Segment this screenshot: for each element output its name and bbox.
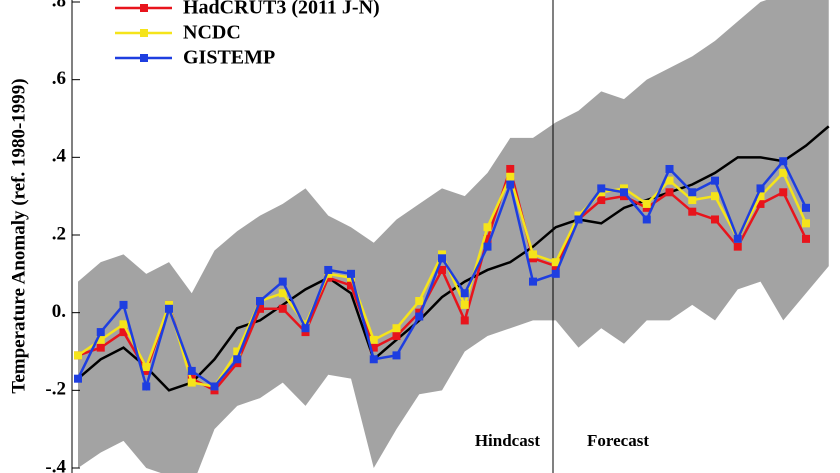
series-marker [529, 250, 537, 259]
series-marker [779, 188, 788, 197]
legend-label: HadCRUT3 (2011 J-N) [183, 0, 380, 19]
series-marker [483, 223, 492, 232]
series-marker [233, 355, 242, 364]
legend-marker [140, 4, 148, 12]
legend-label: GISTEMP [183, 47, 275, 69]
series-marker [142, 382, 151, 391]
series-marker [597, 196, 606, 205]
series-marker [597, 184, 606, 193]
series-marker [74, 374, 82, 383]
series-marker [278, 289, 287, 298]
annotation: Hindcast [475, 431, 541, 450]
series-marker [347, 269, 355, 278]
series-marker [711, 215, 719, 224]
series-marker [551, 258, 560, 267]
series-marker [756, 192, 765, 201]
series-marker [483, 234, 492, 243]
series-marker [642, 215, 651, 224]
series-marker [392, 324, 401, 333]
legend-label: NCDC [183, 22, 241, 44]
series-marker [802, 234, 810, 243]
series-marker [642, 199, 651, 208]
series-marker [529, 277, 537, 286]
series-marker [665, 188, 674, 197]
series-marker [96, 343, 105, 352]
series-marker [665, 164, 674, 173]
series-marker [233, 347, 242, 356]
series-marker [119, 320, 128, 329]
series-marker [438, 254, 446, 263]
y-tick-label: .8 [52, 0, 66, 11]
series-marker [415, 297, 424, 306]
spread-band [78, 0, 829, 473]
series-marker [347, 281, 355, 290]
series-marker [711, 192, 719, 201]
series-marker [733, 242, 742, 251]
legend-marker [140, 54, 148, 62]
series-marker [301, 324, 310, 333]
series-marker [165, 304, 173, 313]
series-marker [278, 277, 287, 286]
series-marker [506, 172, 515, 181]
y-axis-label: Temperature Anomaly (ref. 1980-1999) [8, 78, 29, 393]
series-marker [369, 335, 378, 344]
series-marker [119, 300, 128, 309]
series-marker [711, 176, 719, 185]
series-marker [506, 180, 515, 189]
series-marker [756, 199, 765, 208]
y-tick-label: -.2 [45, 379, 66, 400]
series-marker [802, 203, 810, 212]
y-tick-label: 0. [52, 301, 66, 322]
y-tick-label: .2 [52, 223, 66, 244]
series-marker [460, 316, 469, 325]
series-marker [574, 215, 583, 224]
series-marker [438, 265, 446, 274]
series-marker [802, 219, 810, 228]
series-marker [256, 297, 264, 306]
series-marker [688, 196, 697, 205]
y-tick-label: .6 [52, 68, 66, 89]
y-tick-label: .4 [52, 146, 67, 167]
legend-marker [140, 29, 148, 37]
series-marker [779, 157, 788, 166]
series-marker [256, 304, 264, 313]
series-marker [392, 351, 401, 360]
series-marker [96, 328, 105, 337]
series-marker [369, 355, 378, 364]
annotation: Forecast [587, 431, 649, 450]
series-marker [460, 300, 469, 309]
series-marker [733, 234, 742, 243]
series-marker [210, 382, 219, 391]
series-marker [415, 312, 424, 321]
series-marker [324, 265, 333, 274]
series-marker [460, 289, 469, 298]
model-mean-line [77, 125, 830, 392]
series-marker [187, 378, 196, 387]
series-marker [688, 188, 697, 197]
series-marker [392, 331, 401, 340]
series-marker [187, 366, 196, 375]
series-marker [96, 335, 105, 344]
series-marker [74, 351, 82, 360]
series-marker [369, 343, 378, 352]
series-marker [620, 188, 628, 197]
series-marker [142, 363, 151, 372]
series-marker [278, 304, 287, 313]
series-marker [756, 184, 765, 193]
series-marker [506, 164, 515, 173]
y-tick-label: -.4 [45, 456, 66, 473]
series-marker [688, 207, 697, 216]
series-marker [483, 242, 492, 251]
series-marker [551, 269, 560, 278]
series-marker [665, 176, 674, 185]
series-marker [119, 328, 128, 337]
series-marker [779, 168, 788, 177]
